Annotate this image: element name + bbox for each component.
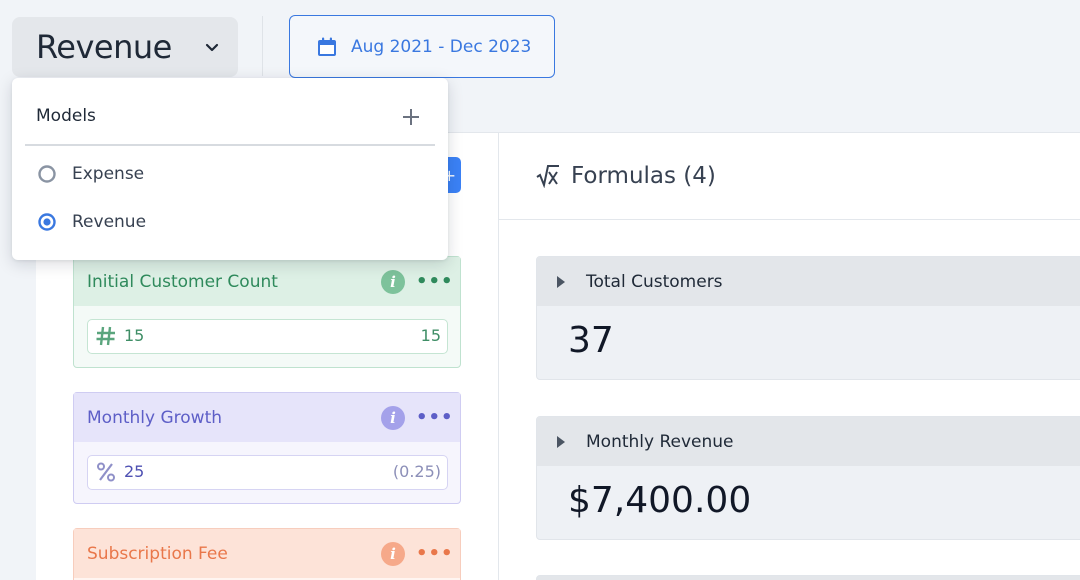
date-range-button[interactable]: Aug 2021 - Dec 2023 <box>289 15 555 78</box>
variable-name: Monthly Growth <box>87 407 223 428</box>
variable-card-header: Subscription Fee i ••• <box>74 529 460 578</box>
variable-card-body: 15 15 <box>74 306 460 367</box>
formula-card-header[interactable]: Total Customers <box>537 257 1080 306</box>
model-option-label: Expense <box>72 164 145 184</box>
variable-card[interactable]: Monthly Growth i ••• 25 (0.25) <box>73 392 461 504</box>
model-selector-label: Revenue <box>36 28 172 66</box>
formula-card-header[interactable]: Monthly Revenue <box>537 417 1080 466</box>
add-model-icon[interactable] <box>402 108 420 126</box>
more-options-icon[interactable]: ••• <box>416 271 454 292</box>
variable-card[interactable]: Subscription Fee i ••• <box>73 528 461 580</box>
variable-name: Subscription Fee <box>87 543 228 564</box>
formula-card[interactable]: Total Customers 37 <box>536 256 1080 380</box>
variable-card[interactable]: Initial Customer Count i ••• 15 15 <box>73 256 461 368</box>
variable-input-value: 25 <box>124 462 145 481</box>
variable-value-input[interactable]: 25 (0.25) <box>87 455 448 490</box>
formula-value: 37 <box>568 320 614 361</box>
radio-unchecked-icon[interactable] <box>38 165 56 183</box>
variable-name: Initial Customer Count <box>87 271 278 292</box>
formula-name: Monthly Revenue <box>586 431 734 452</box>
variable-computed-value: (0.25) <box>392 462 441 481</box>
more-options-icon[interactable]: ••• <box>416 543 454 564</box>
formulas-header: Formulas (4) <box>499 133 1080 220</box>
formula-card[interactable]: Monthly Revenue $7,400.00 <box>536 416 1080 540</box>
models-dropdown-header: Models <box>36 106 96 126</box>
info-icon[interactable]: i <box>381 270 405 294</box>
hash-icon <box>96 326 115 346</box>
date-range-label: Aug 2021 - Dec 2023 <box>351 36 532 57</box>
variable-value-input[interactable]: 15 15 <box>87 319 448 354</box>
model-option-label: Revenue <box>72 212 147 232</box>
caret-right-icon[interactable] <box>557 435 565 448</box>
variable-card-body: 25 (0.25) <box>74 442 460 503</box>
model-option-revenue[interactable]: Revenue <box>38 212 146 232</box>
formulas-title: Formulas (4) <box>571 163 716 189</box>
model-selector[interactable]: Revenue <box>12 17 238 77</box>
models-dropdown: Models Expense Revenue <box>12 78 448 260</box>
formula-value: $7,400.00 <box>568 480 752 521</box>
dropdown-divider <box>25 144 435 146</box>
variable-card-header: Initial Customer Count i ••• <box>74 257 460 306</box>
variable-input-value: 15 <box>124 326 145 345</box>
caret-right-icon[interactable] <box>557 275 565 288</box>
more-options-icon[interactable]: ••• <box>416 407 454 428</box>
percent-icon <box>97 462 115 482</box>
formula-icon <box>536 165 559 188</box>
formula-name: Total Customers <box>586 271 723 292</box>
radio-checked-icon[interactable] <box>38 213 56 231</box>
chevron-down-icon <box>205 43 219 52</box>
formula-card[interactable] <box>536 575 1080 580</box>
toolbar-divider <box>262 16 263 76</box>
variable-computed-value: 15 <box>420 326 441 345</box>
info-icon[interactable]: i <box>381 406 405 430</box>
info-icon[interactable]: i <box>381 542 405 566</box>
variable-card-header: Monthly Growth i ••• <box>74 393 460 442</box>
calendar-icon <box>318 37 336 56</box>
model-option-expense[interactable]: Expense <box>38 164 144 184</box>
